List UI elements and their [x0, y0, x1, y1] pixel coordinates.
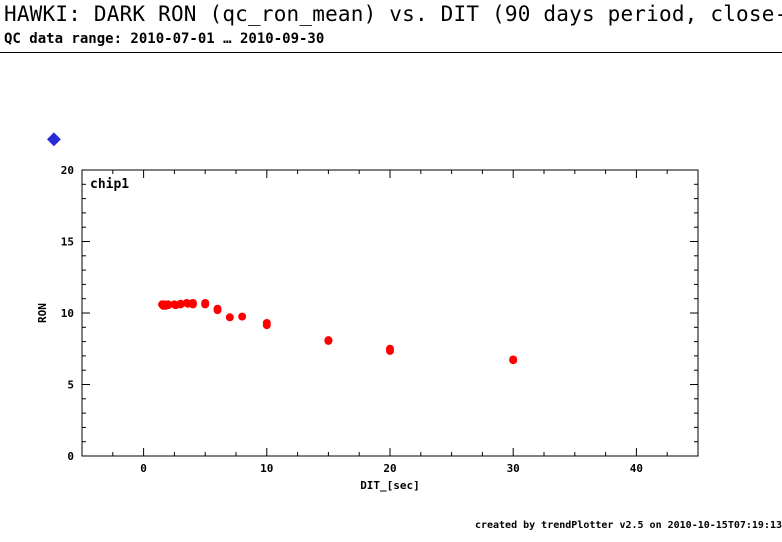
x-tick-label: 10 [260, 462, 273, 475]
data-point [213, 306, 222, 315]
y-axis-label: RON [36, 303, 49, 323]
data-point [386, 346, 394, 355]
x-tick-label: 20 [383, 462, 396, 475]
x-tick-label: 0 [140, 462, 147, 475]
header-divider [0, 52, 782, 53]
y-tick-label: 10 [61, 307, 74, 320]
page-title: HAWKI: DARK RON (qc_ron_mean) vs. DIT (9… [4, 2, 782, 26]
panel-label: chip1 [90, 177, 129, 192]
data-range-subtitle: QC data range: 2010-07-01 … 2010-09-30 [4, 31, 325, 47]
data-point [164, 301, 173, 310]
x-tick-label: 30 [507, 462, 520, 475]
y-tick-label: 15 [61, 236, 74, 249]
data-point [176, 300, 185, 309]
data-point [188, 300, 197, 309]
y-tick-label: 0 [67, 450, 74, 463]
data-point [509, 356, 518, 365]
x-tick-label: 40 [630, 462, 643, 475]
x-axis-label: DIT_[sec] [360, 479, 420, 492]
data-point [262, 321, 271, 330]
y-tick-label: 20 [61, 164, 74, 177]
data-point [201, 300, 210, 309]
data-point [324, 336, 333, 345]
data-point [225, 313, 234, 322]
data-point [238, 312, 247, 321]
plot-area-frame [81, 169, 699, 457]
diamond-question-icon: ◆ [47, 128, 61, 149]
y-tick-label: 5 [67, 379, 74, 392]
footer-credit: created by trendPlotter v2.5 on 2010-10-… [474, 520, 782, 531]
